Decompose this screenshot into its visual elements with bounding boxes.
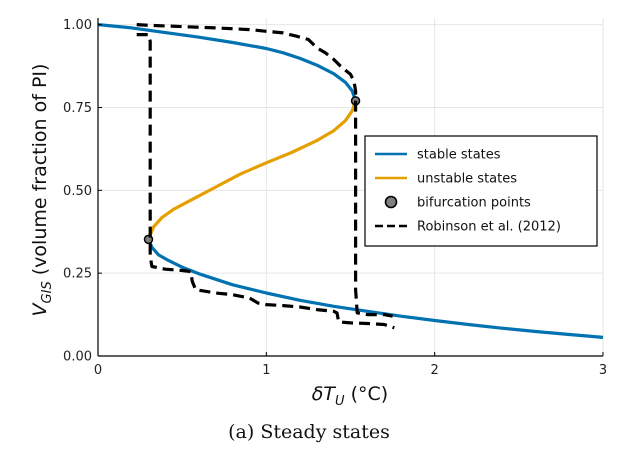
- series-3-line-1: [136, 33, 395, 330]
- legend-label-0: stable states: [417, 148, 501, 163]
- figure-caption: (a) Steady states: [228, 421, 390, 443]
- legend-marker-2: [384, 195, 398, 209]
- y-tick-label: 0.00: [63, 350, 92, 365]
- y-tick-label: 0.75: [63, 101, 92, 116]
- chart: 0 1 2 3 0.00 0.25 0.50 0.75 1.00 δTU (°C) VGIS (…: [29, 18, 607, 409]
- x-tick-label: 2: [431, 363, 439, 378]
- x-tick-label: 1: [262, 363, 270, 378]
- series-3-line-0: [136, 23, 393, 318]
- y-tick-label: 0.25: [63, 267, 92, 282]
- axes: [97, 18, 604, 357]
- x-axis-label: δTU (°C): [312, 383, 388, 409]
- legend-label-3: Robinson et al. (2012): [417, 220, 561, 235]
- series-0-line-0: [97, 23, 358, 102]
- y-axis-label: VGIS (volume fraction of PI): [29, 64, 55, 317]
- series-1-line-0: [147, 100, 358, 241]
- legend-label-1: unstable states: [417, 172, 517, 187]
- tick-labels: 0 1 2 3 0.00 0.25 0.50 0.75 1.00: [63, 18, 607, 378]
- y-tick-label: 1.00: [63, 18, 92, 33]
- series-0-line-1: [147, 238, 604, 339]
- legend-label-2: bifurcation points: [417, 196, 531, 211]
- legend: stable states unstable states bifurcation …: [364, 135, 598, 247]
- x-tick-label: 3: [599, 363, 607, 378]
- y-tick-label: 0.50: [63, 184, 92, 199]
- x-tick-label: 0: [94, 363, 102, 378]
- series-layer: [97, 23, 604, 339]
